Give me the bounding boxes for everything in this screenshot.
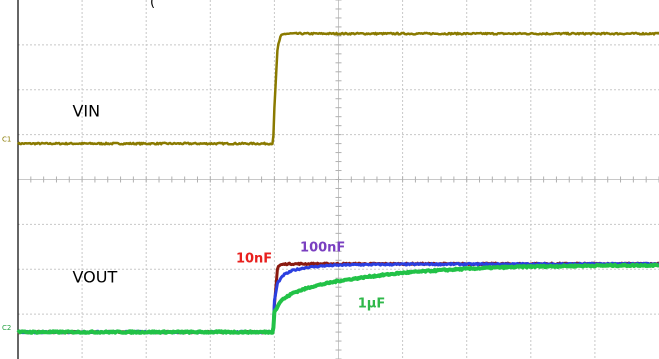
trace-line xyxy=(16,262,659,335)
annotations: VIN VOUT 10nF 100nF 1µF xyxy=(72,102,385,312)
channel-marker: C2 xyxy=(2,324,11,332)
trace-line xyxy=(16,31,659,146)
annotation-label: 100nF xyxy=(300,240,345,255)
channel-marker: C1 xyxy=(2,136,11,144)
annotation-label: 10nF xyxy=(236,252,272,267)
annotation-label: VIN xyxy=(72,102,100,121)
annotation-label: VOUT xyxy=(72,268,117,287)
title-fragment: ( xyxy=(150,0,155,10)
traces xyxy=(16,31,659,335)
annotation-label: 1µF xyxy=(358,296,386,311)
